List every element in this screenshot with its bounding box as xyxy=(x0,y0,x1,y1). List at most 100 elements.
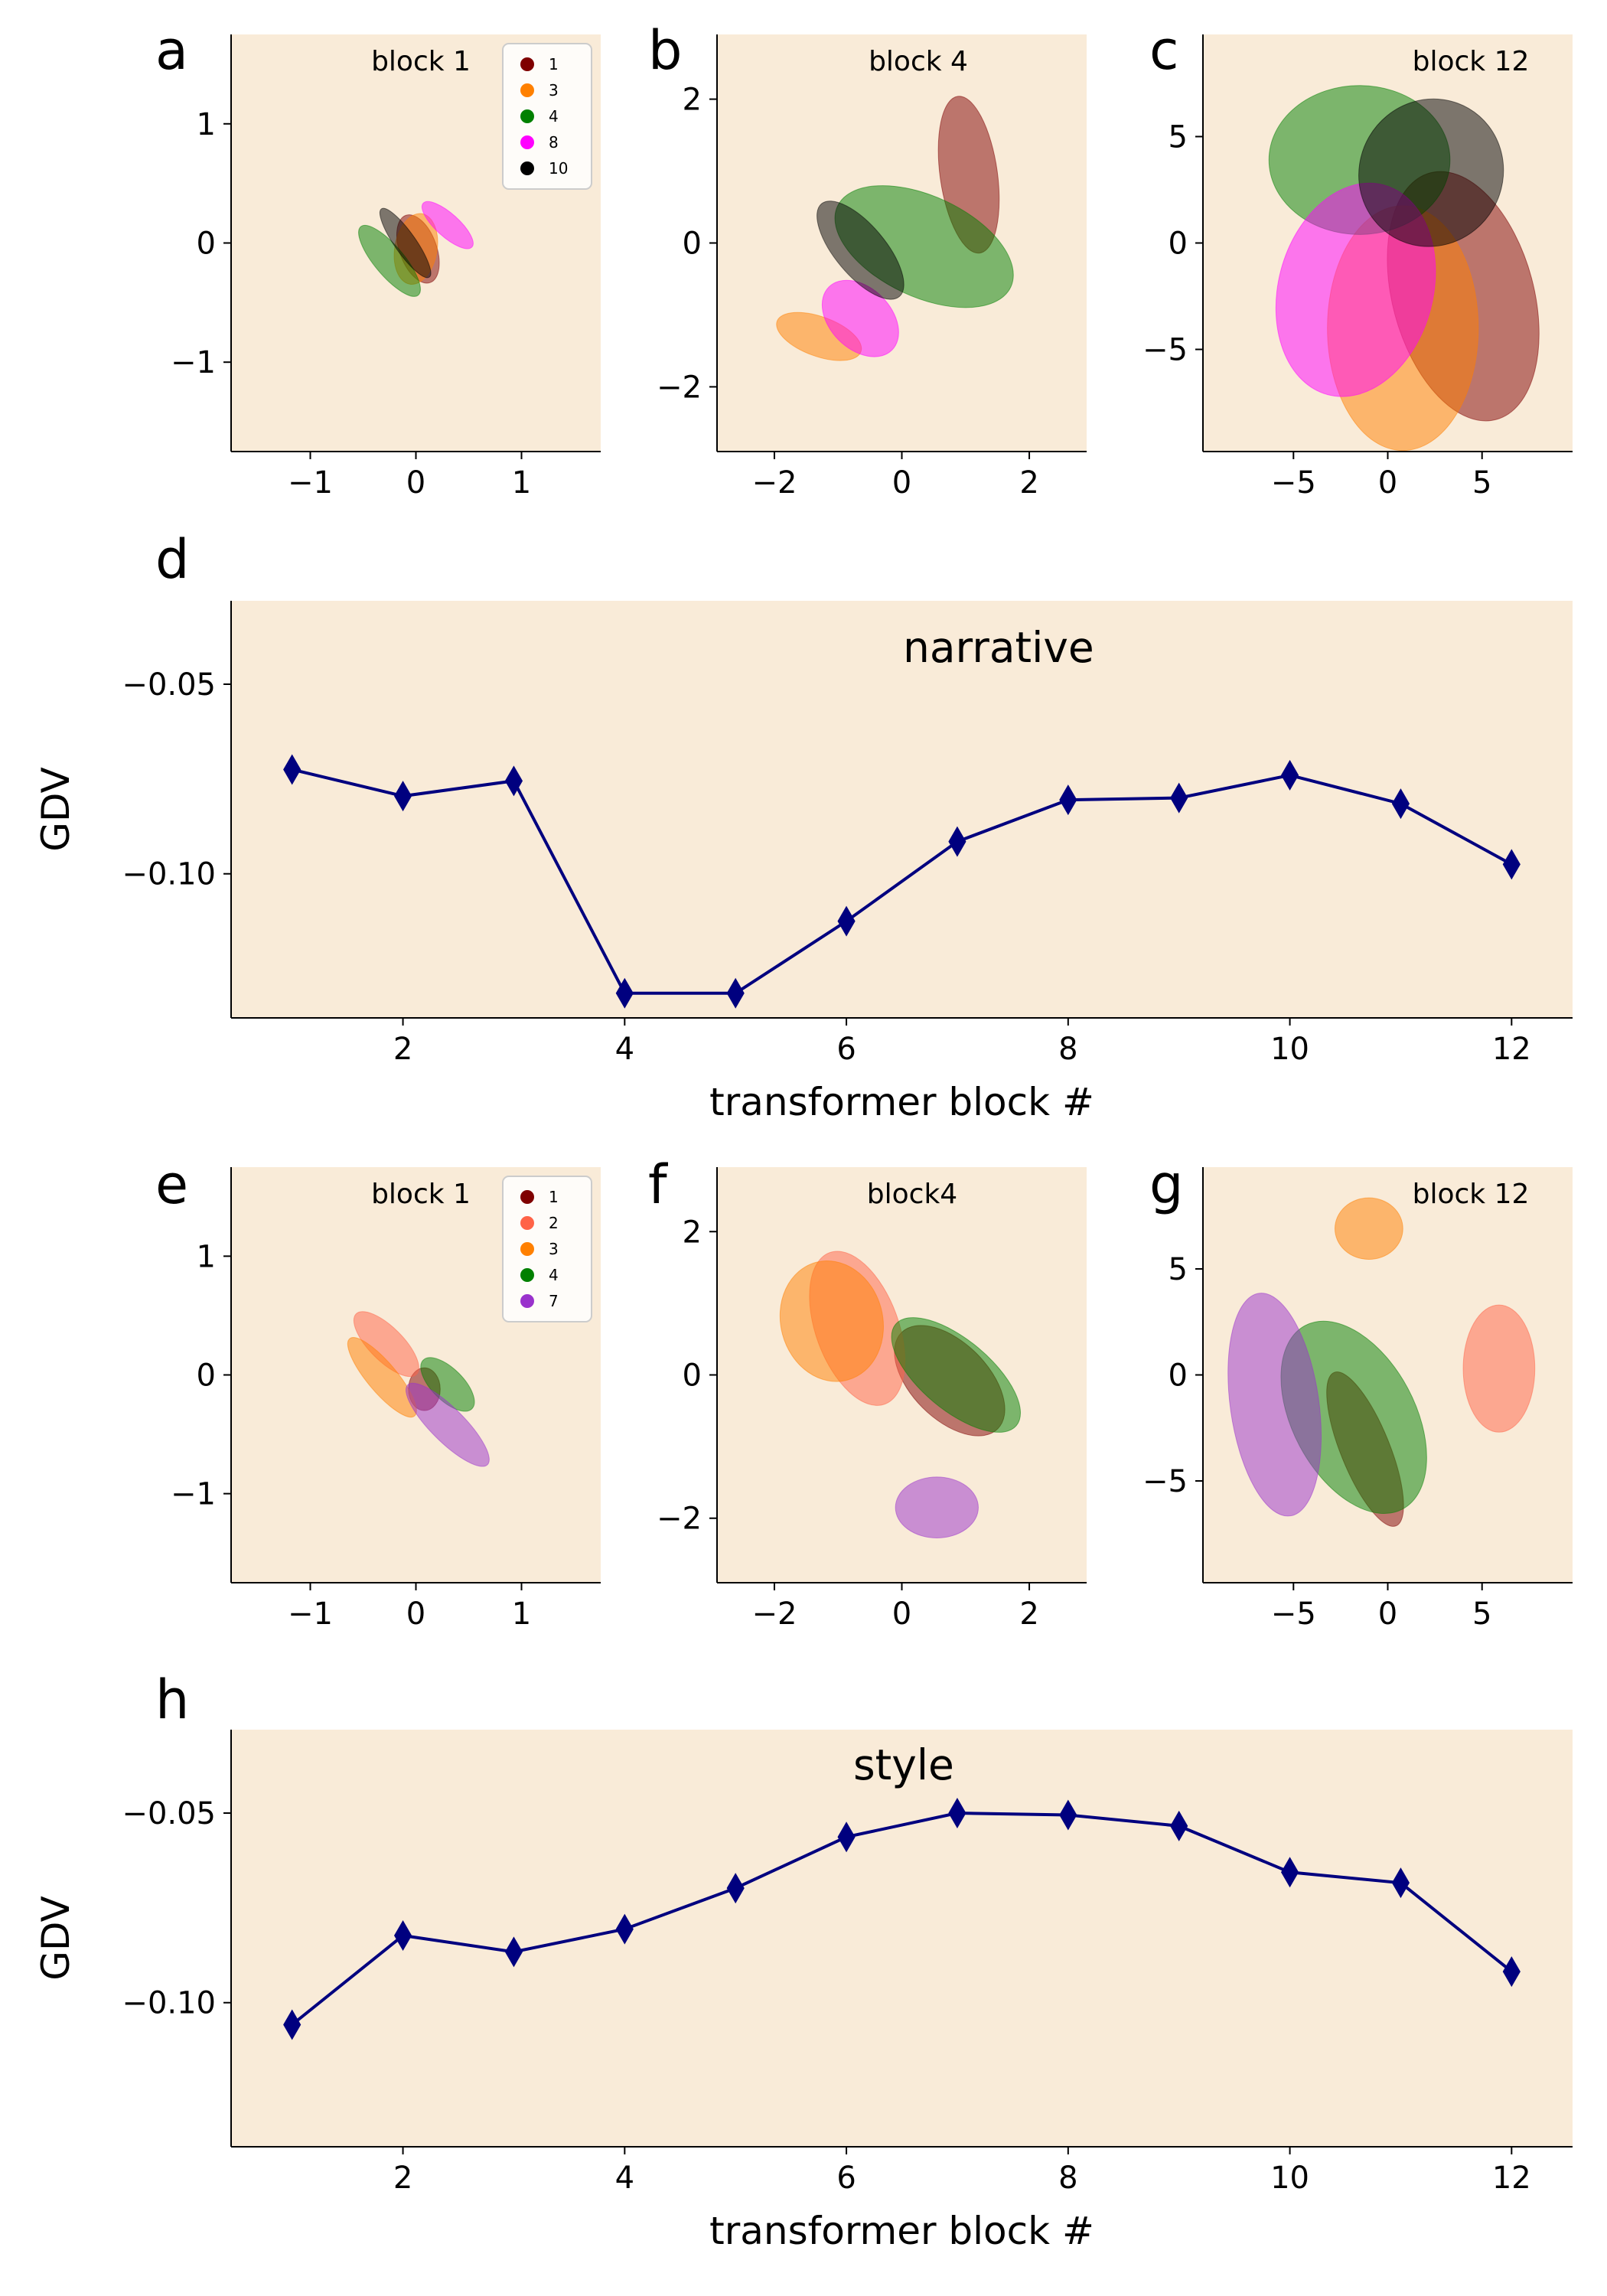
panel-d-marker-3 xyxy=(504,765,523,797)
panel-e-legend-swatch-3 xyxy=(520,1242,534,1256)
panel-g-ellipse-7 xyxy=(1227,1293,1322,1517)
panel-d-xlabel: transformer block # xyxy=(709,1080,1094,1124)
panel-a-legend-swatch-1 xyxy=(520,57,534,71)
panel-e-marks xyxy=(347,1311,490,1467)
panel-g-ytick-label: −5 xyxy=(1143,1464,1188,1499)
panel-b-ellipse-10 xyxy=(817,201,905,300)
panel-b-ytick-label: 2 xyxy=(683,83,702,118)
panel-c-letter: c xyxy=(1149,19,1179,82)
panel-d-marker-4 xyxy=(615,977,634,1009)
panel-h-marker-11 xyxy=(1391,1867,1410,1899)
panel-f-xtick-label: −2 xyxy=(751,1596,797,1632)
panel-d-xtick-label: 10 xyxy=(1270,1032,1309,1067)
panel-e-ytick-label: −1 xyxy=(171,1477,216,1512)
panel-e-legend-label: 2 xyxy=(549,1214,559,1232)
panel-g-xtick-label: 0 xyxy=(1378,1596,1397,1632)
panel-h-xtick-label: 8 xyxy=(1058,2161,1077,2196)
panel-h-marker-12 xyxy=(1502,1956,1521,1988)
panel-f-ellipse-3 xyxy=(779,1261,884,1382)
panel-h-ylabel: GDV xyxy=(34,1896,78,1981)
panel-h-marker-8 xyxy=(1059,1799,1077,1831)
panel-g-letter: g xyxy=(1149,1153,1183,1216)
panel-d-marker-9 xyxy=(1170,782,1188,814)
panel-f-xtick-label: 0 xyxy=(892,1596,911,1632)
panel-a-legend-swatch-10 xyxy=(520,161,534,175)
panel-d-xtick-label: 4 xyxy=(615,1032,634,1067)
panel-c-marks xyxy=(1268,85,1540,452)
panel-d-letter: d xyxy=(155,528,189,591)
panel-h-marker-4 xyxy=(615,1913,634,1945)
panel-e-legend-swatch-7 xyxy=(520,1294,534,1308)
panel-c-ytick-label: 0 xyxy=(1169,227,1188,262)
panel-g-ellipse-2 xyxy=(1462,1304,1536,1433)
panel-h-line xyxy=(291,1811,1513,2027)
panel-e-legend-swatch-4 xyxy=(520,1268,534,1282)
panel-c-ellipse-10 xyxy=(1358,98,1504,247)
panel-f-ytick-label: −2 xyxy=(657,1502,702,1537)
panel-a-legend-label: 1 xyxy=(549,55,559,73)
panel-f-ytick-label: 2 xyxy=(683,1215,702,1250)
panel-h-letter: h xyxy=(155,1668,189,1731)
panel-h-ytick-label: −0.05 xyxy=(122,1796,216,1831)
panel-d-ytick-label: −0.05 xyxy=(122,667,216,703)
panel-d-marker-6 xyxy=(837,905,856,937)
panel-c-title: block 12 xyxy=(1413,46,1530,77)
panel-e-ytick-label: 1 xyxy=(197,1239,216,1274)
panel-a-ellipse-10 xyxy=(379,207,432,279)
panel-b-marks xyxy=(776,96,1014,361)
panel-a-legend-label: 4 xyxy=(549,107,559,126)
panel-f-letter: f xyxy=(648,1153,668,1216)
panel-h-marker-3 xyxy=(504,1936,523,1968)
panel-a-legend-label: 3 xyxy=(549,81,559,99)
panel-h-marker-9 xyxy=(1170,1810,1188,1841)
panel-e-legend-label: 4 xyxy=(549,1266,559,1284)
panel-h-marker-2 xyxy=(393,1920,412,1952)
panel-h-marker-6 xyxy=(837,1821,856,1853)
panel-d-xtick-label: 12 xyxy=(1492,1032,1531,1067)
panel-d-marker-8 xyxy=(1059,784,1077,816)
panel-a-xtick-label: 0 xyxy=(406,465,425,501)
panel-a-ytick-label: −1 xyxy=(171,345,216,380)
panel-e-ellipse-7 xyxy=(406,1382,490,1467)
panel-h-xtick-label: 12 xyxy=(1492,2161,1531,2196)
panel-e-xtick-label: 0 xyxy=(406,1596,425,1632)
panel-d-xtick-label: 2 xyxy=(393,1032,412,1067)
panel-d-plot-area xyxy=(231,601,1573,1018)
panel-b-ytick-label: 0 xyxy=(683,227,702,262)
panel-c-ytick-label: −5 xyxy=(1143,333,1188,368)
panel-f-marks xyxy=(779,1251,1021,1538)
panel-f-xtick-label: 2 xyxy=(1019,1596,1038,1632)
panel-a-ytick-label: 0 xyxy=(197,227,216,262)
panel-h-marker-10 xyxy=(1280,1857,1299,1888)
panel-e-ytick-label: 0 xyxy=(197,1358,216,1394)
panel-b-letter: b xyxy=(648,19,682,82)
panel-a-xtick-label: 1 xyxy=(512,465,531,501)
panel-d-marker-7 xyxy=(948,826,966,857)
panel-d-ytick-label: −0.10 xyxy=(122,857,216,892)
panel-e-ellipse-3 xyxy=(347,1337,417,1418)
panel-d-title: narrative xyxy=(903,623,1094,672)
panel-g-xtick-label: −5 xyxy=(1271,1596,1316,1632)
panel-a-ytick-label: 1 xyxy=(197,107,216,142)
panel-a-legend-swatch-3 xyxy=(520,83,534,97)
panel-a-marks xyxy=(358,201,474,297)
panel-e-legend-label: 7 xyxy=(549,1292,559,1310)
panel-b-xtick-label: 0 xyxy=(892,465,911,501)
panel-g-ellipse-3 xyxy=(1335,1197,1403,1261)
panel-h-ytick-label: −0.10 xyxy=(122,1986,216,2021)
panel-a-xtick-label: −1 xyxy=(288,465,333,501)
panel-h-marker-5 xyxy=(726,1873,745,1904)
panel-d-marker-10 xyxy=(1280,759,1299,791)
panel-h-xtick-label: 4 xyxy=(615,2161,634,2196)
panel-a-title: block 1 xyxy=(371,46,471,77)
panel-g-title: block 12 xyxy=(1413,1179,1530,1210)
panel-a-legend-label: 10 xyxy=(549,159,568,178)
panel-e-legend-swatch-1 xyxy=(520,1190,534,1204)
panel-h-xtick-label: 10 xyxy=(1270,2161,1309,2196)
panel-c-ytick-label: 5 xyxy=(1169,119,1188,155)
panel-d-marker-1 xyxy=(283,754,302,785)
panel-h-title: style xyxy=(853,1740,954,1789)
panel-d-marker-12 xyxy=(1502,849,1521,880)
panel-c-xtick-label: 5 xyxy=(1472,465,1491,501)
panel-h-marker-1 xyxy=(283,2009,302,2040)
